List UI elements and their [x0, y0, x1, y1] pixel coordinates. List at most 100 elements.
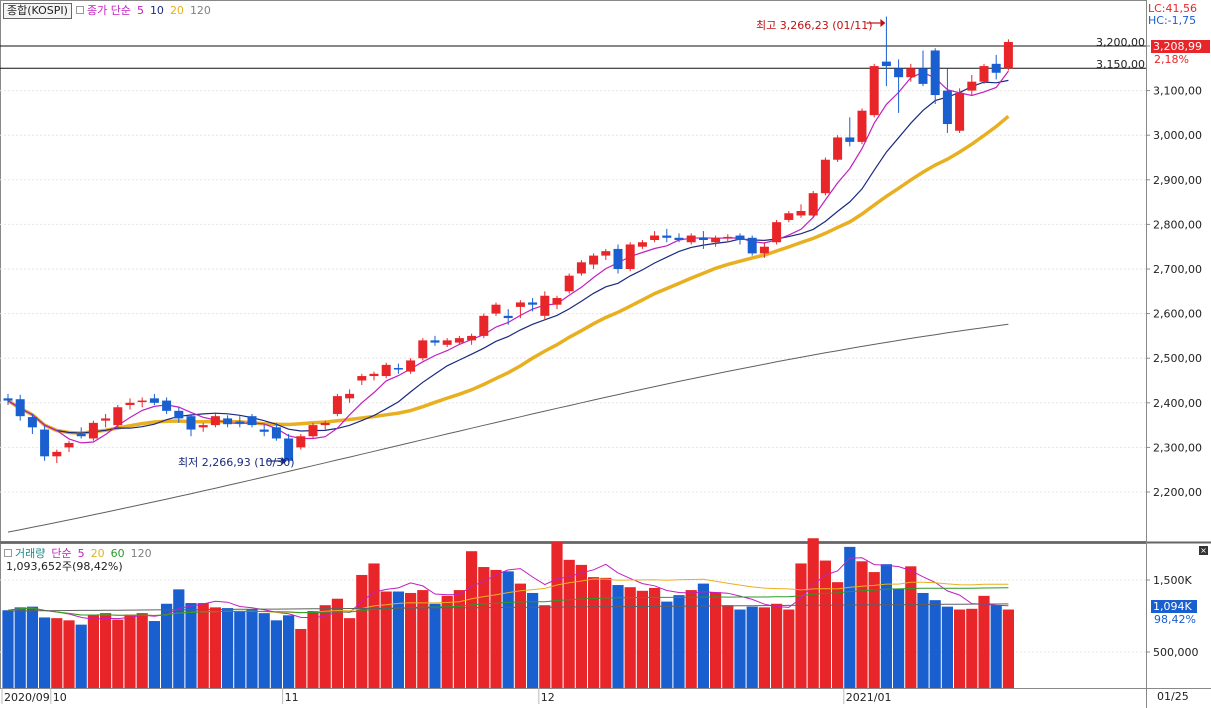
x-axis-label: 12 — [541, 691, 555, 704]
candle-body — [113, 407, 123, 426]
volume-bar — [429, 603, 441, 688]
x-axis-label: 10 — [53, 691, 67, 704]
volume-bar — [954, 609, 966, 688]
volume-bar — [539, 605, 551, 688]
candle-body — [479, 315, 489, 336]
candle-body — [247, 416, 257, 426]
candle-body — [101, 418, 111, 421]
price-tick-label: 2,500,00 — [1153, 352, 1202, 365]
candle-body — [467, 335, 477, 341]
volume-bar — [161, 603, 173, 688]
volume-bar — [453, 590, 465, 688]
candle-body — [271, 427, 281, 439]
volume-tick-label: 500,000 — [1153, 646, 1199, 659]
candle-body — [162, 400, 172, 411]
x-axis-label: 2021/01 — [846, 691, 892, 704]
volume-bar — [258, 613, 270, 688]
candle-body — [76, 434, 86, 437]
candle-body — [454, 338, 464, 343]
volume-bar — [697, 583, 709, 688]
candle-body — [686, 235, 696, 243]
volume-bar — [600, 577, 612, 688]
candle-body — [393, 368, 403, 370]
candle-body — [576, 262, 586, 274]
x-axis-label: 2020/09 — [4, 691, 50, 704]
lc-label: LC:41,56 — [1148, 2, 1198, 15]
candle-body — [796, 211, 806, 216]
candle-body — [515, 302, 525, 307]
candle-body — [955, 92, 965, 131]
price-tick-label: 2,700,00 — [1153, 263, 1202, 276]
candle-body — [149, 398, 159, 403]
volume-bar — [319, 605, 331, 688]
candle-body — [808, 193, 818, 216]
x-axis-label: 11 — [285, 691, 299, 704]
ma5-label: 5 — [136, 4, 144, 17]
candle-body — [137, 400, 147, 403]
candle-body — [381, 364, 391, 377]
price-tick-label: 2,300,00 — [1153, 441, 1202, 454]
volume-bar — [710, 592, 722, 688]
price-tick-label: 2,400,00 — [1153, 397, 1202, 410]
change-pct-label: 2,18% — [1154, 53, 1189, 66]
volume-bar — [136, 613, 148, 688]
price-tick-label: 2,200,00 — [1153, 486, 1202, 499]
candle-body — [918, 68, 928, 84]
candle-body — [772, 222, 782, 243]
price-tick-label: 2,800,00 — [1153, 218, 1202, 231]
volume-bar — [26, 606, 38, 688]
candle-body — [332, 396, 342, 414]
candle-body — [820, 159, 830, 194]
candle-body — [625, 244, 635, 269]
vma5-label: 5 — [77, 547, 85, 560]
volume-bar — [51, 618, 63, 688]
volume-bar — [649, 587, 661, 688]
ma120-line — [7, 323, 1009, 533]
candle-body — [125, 402, 135, 406]
volume-bar — [966, 608, 978, 688]
last-volume-label: 1,093,652주(98,42%) — [6, 560, 123, 573]
volume-bar — [527, 592, 539, 688]
volume-bar — [478, 567, 490, 688]
vma5-line — [7, 557, 1009, 620]
candle-body — [1003, 41, 1013, 69]
volume-bar — [819, 560, 831, 688]
vma60-line — [7, 587, 1009, 617]
volume-bar — [356, 574, 368, 688]
volume-bar — [392, 591, 404, 688]
volume-bar — [441, 595, 453, 688]
volume-bar — [185, 603, 197, 688]
candle-body — [698, 237, 708, 241]
volume-bar — [771, 603, 783, 688]
instrument-selector[interactable]: 종합(KOSPI) — [3, 3, 72, 19]
volume-bar — [197, 603, 209, 688]
panel-close-icon[interactable]: × — [1199, 546, 1208, 555]
volume-bar — [941, 606, 953, 688]
volume-bar — [380, 591, 392, 688]
volume-bar — [685, 590, 697, 688]
candle-body — [442, 340, 452, 345]
candle-body — [833, 137, 843, 160]
candle-body — [894, 68, 904, 78]
vma120-line — [7, 603, 1009, 612]
candle-body — [369, 373, 379, 377]
ma120-label: 120 — [189, 4, 211, 17]
vma20-label: 20 — [90, 547, 105, 560]
candle-body — [784, 213, 794, 220]
candle-body — [174, 410, 184, 419]
volume-bar — [270, 620, 282, 688]
candle-body — [735, 235, 745, 241]
volume-bar — [734, 609, 746, 688]
candle-body — [491, 304, 501, 314]
vma120-label: 120 — [130, 547, 152, 560]
volume-bar — [39, 617, 51, 688]
volume-bar — [917, 592, 929, 688]
volume-bar — [807, 538, 819, 688]
volume-bar — [417, 590, 429, 688]
candle-body — [235, 421, 245, 424]
ma-square-icon — [75, 6, 84, 14]
volume-bar — [929, 600, 941, 688]
vma60-label: 60 — [110, 547, 125, 560]
